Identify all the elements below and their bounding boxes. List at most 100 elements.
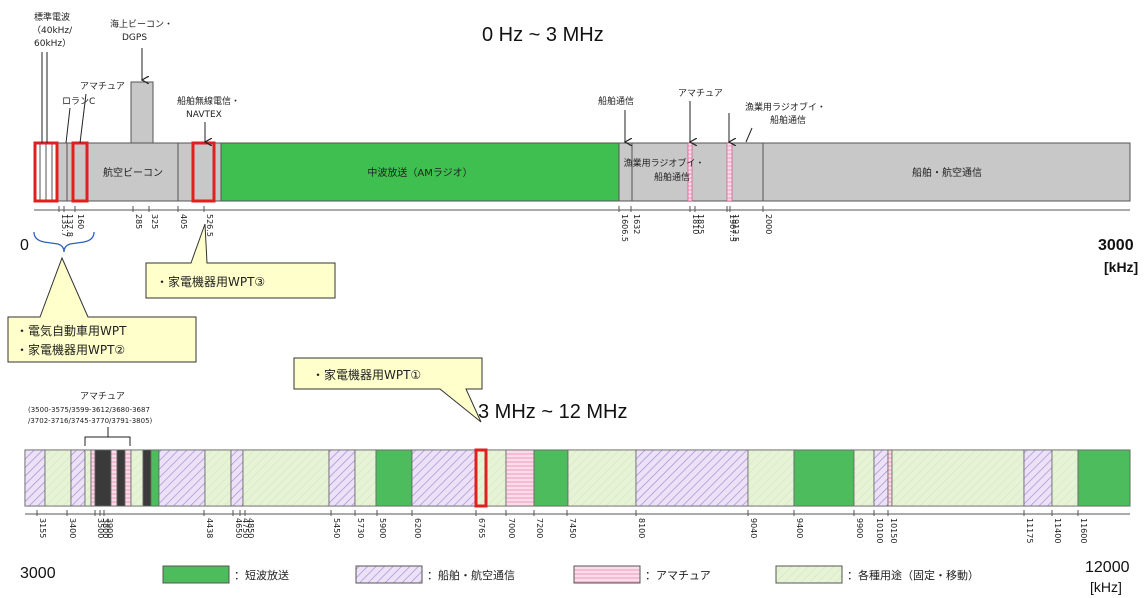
callout-fishery-1: 漁業用ラジオブイ・	[745, 101, 826, 113]
callout-navtex-1: 船舶無線電信・	[177, 95, 240, 107]
amateur-low-title: アマチュア	[80, 391, 125, 402]
upper-axis-unit: [kHz]	[1104, 259, 1138, 275]
band-segment-fixed	[891, 449, 1025, 507]
lower-tick-label: 6200	[413, 518, 422, 538]
lower-tick-label: 11175	[1025, 518, 1034, 543]
band-segment-fixed	[84, 449, 92, 507]
upper-tick-label: 325	[150, 214, 159, 229]
band-segment-fixed	[242, 449, 330, 507]
label-fishery-mid-2: 船舶通信	[654, 171, 690, 183]
lower-tick-label: 8100	[637, 518, 646, 538]
lower-tick-label: 9040	[749, 518, 758, 538]
wpt1-label: ・家電機器用WPT①	[312, 367, 421, 382]
legend-label-shortwave: ：短波放送	[234, 568, 289, 582]
lower-tick-label: 5730	[356, 518, 365, 538]
band-segment-marine	[1023, 449, 1053, 507]
wpt1-callout: ・家電機器用WPT①	[293, 357, 483, 423]
upper-tick-label: 526.5	[205, 214, 214, 237]
lower-range-title: 3 MHz ~ 12 MHz	[478, 401, 627, 423]
upper-axis-start: 0	[20, 237, 29, 254]
callout-loran: ロランC	[62, 96, 95, 107]
upper-callouts: 標準電波 （40kHz/ 60kHz） 海上ビーコン・ DGPS アマチュア ロ…	[32, 11, 826, 143]
band-segment-fixed	[130, 449, 144, 507]
lower-tick-label: 11400	[1053, 518, 1062, 543]
upper-tick-label: 137.8	[65, 214, 74, 237]
band-segment-fixed	[747, 449, 795, 507]
band-segment-dark	[142, 449, 152, 507]
am-broadcast-band	[220, 142, 620, 202]
band-segment-fixed	[485, 449, 507, 507]
band-segment-dark	[116, 449, 126, 507]
lower-tick-label: 9900	[855, 518, 864, 538]
ev-wpt-callout: ・電気自動車用WPT ・家電機器用WPT②	[7, 256, 197, 363]
lower-tick-label: 3500	[96, 518, 105, 538]
upper-tick-label: 1606.5	[620, 214, 629, 242]
band-segment-amateur	[90, 449, 96, 507]
upper-tick-label: 135.7	[60, 214, 69, 237]
legend-swatch-fixed	[775, 565, 843, 584]
upper-range-title: 0 Hz ~ 3 MHz	[482, 24, 604, 46]
range-brace	[33, 231, 95, 253]
legend-swatch-marine	[355, 565, 423, 584]
wpt2-label: ・家電機器用WPT②	[16, 342, 125, 357]
legend-label-fixed: ：各種用途（固定・移動）	[847, 568, 979, 582]
lower-tick-label: 3155	[38, 518, 47, 538]
band-segment-fixed	[853, 449, 875, 507]
upper-tick-label: 1912.5	[731, 214, 740, 242]
callout-marine-beacon-1: 海上ビーコン・	[110, 18, 173, 30]
band-segment-fixed	[44, 449, 72, 507]
lower-tick-label: 10100	[875, 518, 884, 543]
lower-tick-label: 4850	[246, 518, 255, 538]
label-ship-air: 船舶・航空通信	[912, 166, 982, 179]
ev-wpt-label: ・電気自動車用WPT	[16, 323, 127, 338]
lower-tick-label: 10150	[889, 518, 898, 543]
lower-tick-label: 4650	[234, 518, 243, 538]
amateur-band-160m	[687, 142, 693, 202]
band-segment-amateur	[124, 449, 132, 507]
lower-tick-label: 6765	[477, 518, 486, 538]
label-am-broadcast: 中波放送（AMラジオ）	[367, 166, 472, 179]
callout-ship-comm: 船舶通信	[598, 95, 634, 107]
band-segment-marine	[873, 449, 889, 507]
legend: ：短波放送 ：船舶・航空通信 ：アマチュア ：各種用途（固定・移動）	[162, 565, 979, 584]
band-segment-marine	[635, 449, 749, 507]
callout-std-wave-2: （40kHz/	[32, 25, 73, 36]
callout-amateur-2: アマチュア	[678, 88, 723, 99]
band-segment-fixed	[204, 449, 232, 507]
legend-label-amateur: ：アマチュア	[645, 569, 711, 582]
band-segment-amateur	[887, 449, 893, 507]
band-segment-fixed	[354, 449, 377, 507]
legend-label-marine: ：船舶・航空通信	[427, 568, 515, 582]
lower-tick-label: 7200	[535, 518, 544, 538]
callout-fishery-2: 船舶通信	[770, 114, 806, 126]
wpt3-label: ・家電機器用WPT③	[156, 274, 265, 289]
lower-tick-label: 3800	[101, 518, 110, 538]
amateur-band-160m-b	[726, 142, 733, 202]
wpt3-highlight	[191, 141, 216, 203]
wpt3-callout: ・家電機器用WPT③	[145, 223, 336, 299]
amateur-low-detail-1: (3500-3575/3599-3612/3680-3687	[28, 406, 150, 414]
band-segment-fixed	[567, 449, 637, 507]
callout-amateur-1: アマチュア	[80, 81, 125, 92]
upper-tick-label: 1632	[632, 214, 641, 234]
callout-std-wave-3: 60kHz）	[34, 38, 71, 49]
band-segment-marine	[24, 449, 46, 507]
upper-band: 航空ビーコン 中波放送（AMラジオ） 漁業用ラジオブイ・ 船舶通信 船舶・航空通…	[33, 81, 1131, 203]
callout-navtex-2: NAVTEX	[186, 110, 222, 120]
legend-swatch-amateur	[573, 565, 641, 584]
marine-beacon-block	[130, 81, 154, 144]
upper-tick-label: 160	[76, 214, 85, 229]
wpt1-highlight	[474, 448, 488, 508]
lower-band	[24, 448, 1131, 508]
lower-tick-label: 11600	[1079, 518, 1088, 543]
band-segment-shortwave	[150, 449, 160, 507]
lower-tick-label: 5900	[378, 518, 387, 538]
lower-axis-end: 12000	[1085, 559, 1130, 576]
upper-tick-label: 1810	[691, 214, 700, 234]
label-fishery-mid-1: 漁業用ラジオブイ・	[624, 157, 705, 169]
band-segment-marine	[158, 449, 206, 507]
band-segment-amateur	[110, 449, 118, 507]
